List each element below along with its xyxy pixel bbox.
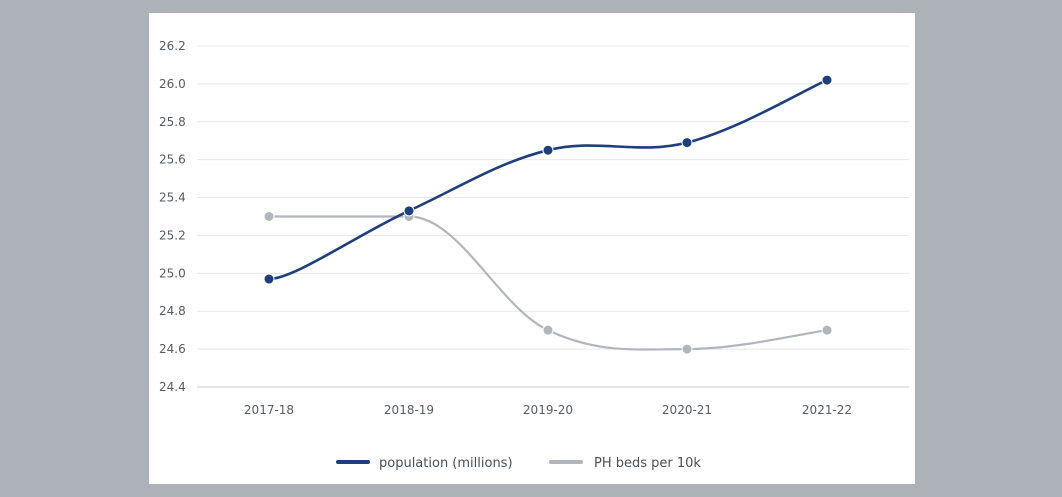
y-tick-label: 24.6 bbox=[159, 342, 186, 356]
data-point-population bbox=[681, 137, 693, 149]
y-tick-label: 25.6 bbox=[159, 153, 186, 167]
data-point-population bbox=[403, 205, 415, 217]
legend-label: PH beds per 10k bbox=[594, 456, 701, 471]
y-axis-ticks: 26.2 26.0 25.8 25.6 25.4 25.2 25.0 24.8 24.6 24.4 bbox=[159, 39, 186, 394]
data-point-population bbox=[821, 74, 833, 86]
y-tick-label: 25.8 bbox=[159, 115, 186, 129]
y-tick-label: 25.0 bbox=[159, 266, 186, 280]
chart-card: 26.2 26.0 25.8 25.6 25.4 25.2 25.0 24.8 24.6 24.4… bbox=[149, 13, 915, 484]
series-lines bbox=[263, 74, 833, 355]
gridlines bbox=[197, 45, 909, 388]
line-chart: 26.2 26.0 25.8 25.6 25.4 25.2 25.0 24.8 24.6 24.4… bbox=[159, 39, 909, 471]
x-tick-label: 2019-20 bbox=[523, 403, 573, 417]
data-point-ph-beds bbox=[263, 211, 275, 222]
x-tick-label: 2020-21 bbox=[662, 403, 712, 417]
y-tick-label: 26.2 bbox=[159, 39, 186, 53]
y-tick-label: 24.4 bbox=[159, 380, 186, 394]
y-tick-label: 25.4 bbox=[159, 191, 186, 205]
y-tick-label: 25.2 bbox=[159, 228, 186, 242]
series-line-population bbox=[268, 78, 828, 281]
data-point-ph-beds bbox=[681, 343, 693, 355]
data-point-population bbox=[263, 273, 275, 285]
x-tick-label: 2018-19 bbox=[384, 403, 434, 417]
x-tick-label: 2021-22 bbox=[802, 403, 852, 417]
legend-label: population (millions) bbox=[379, 456, 513, 471]
x-axis-ticks: 2017-18 2018-19 2019-20 2020-21 2021-22 bbox=[244, 403, 852, 417]
data-point-population bbox=[542, 144, 554, 156]
data-point-ph-beds bbox=[542, 324, 554, 336]
x-tick-label: 2017-18 bbox=[244, 403, 294, 417]
legend: population (millions) PH beds per 10k bbox=[336, 456, 701, 471]
data-point-ph-beds bbox=[821, 324, 833, 336]
y-tick-label: 24.8 bbox=[159, 304, 186, 318]
y-tick-label: 26.0 bbox=[159, 77, 186, 91]
